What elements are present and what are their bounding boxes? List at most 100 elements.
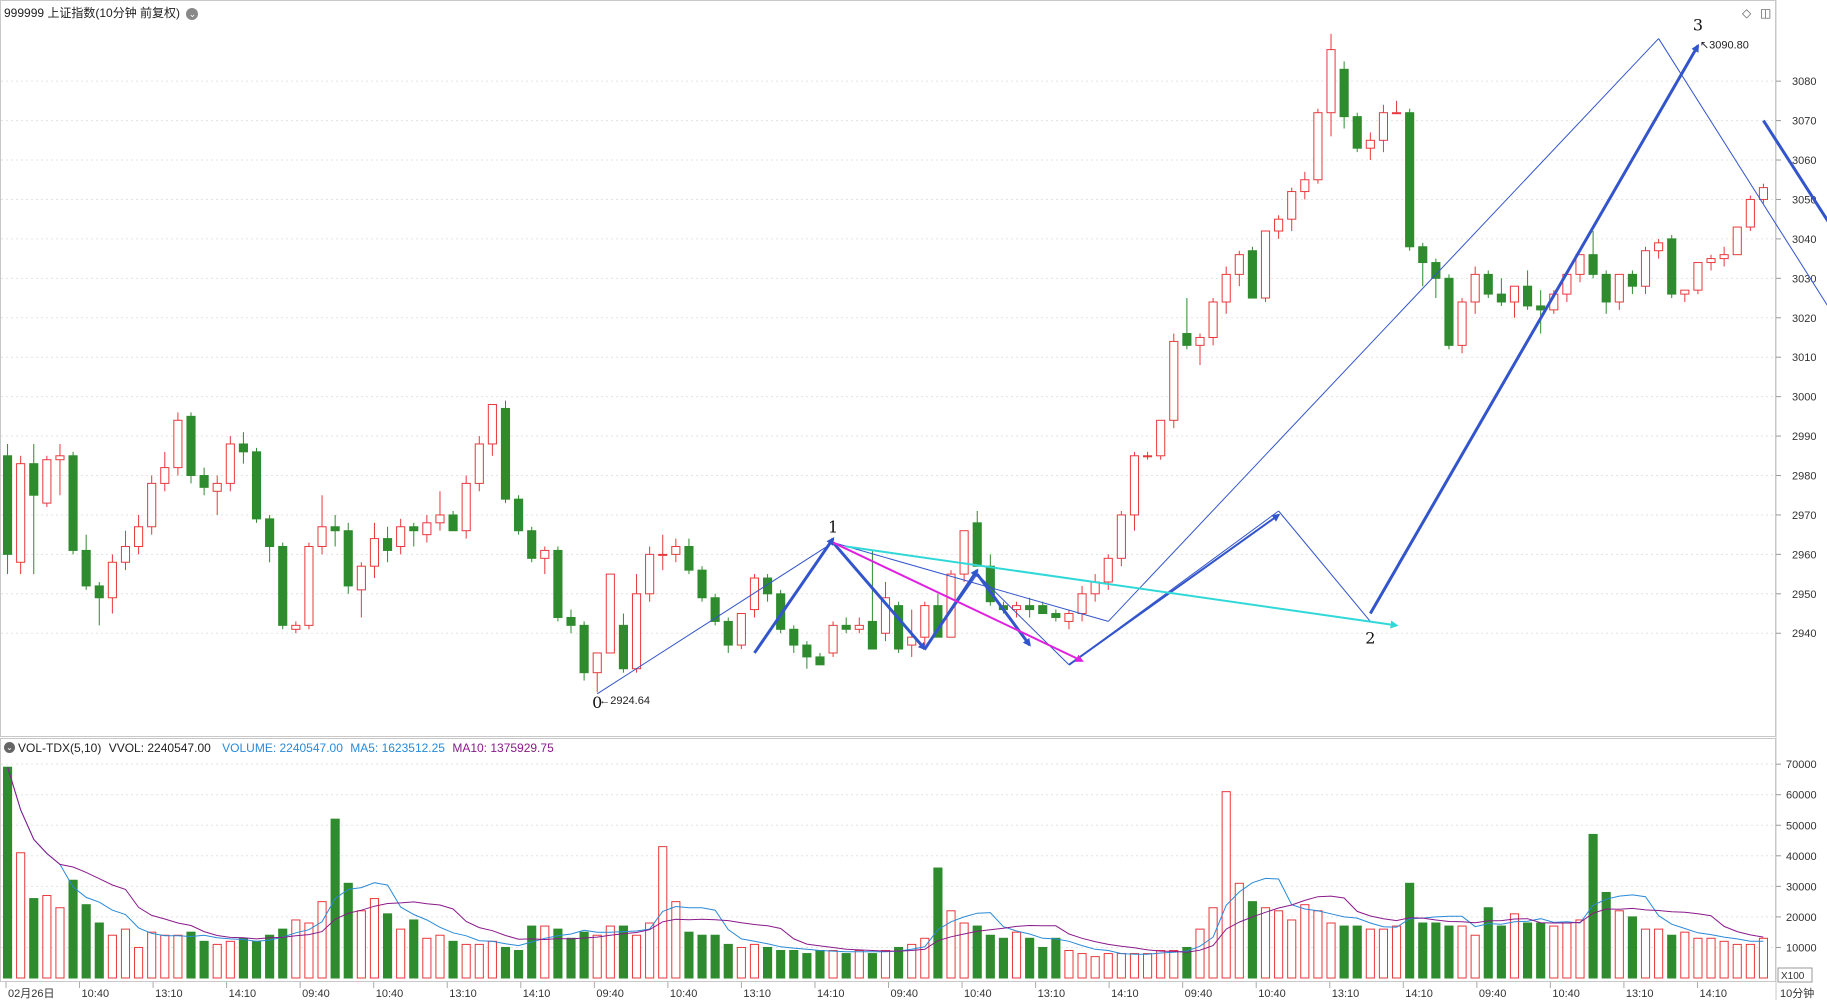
volume-bar	[1326, 922, 1336, 979]
time-axis-label: 14:10	[1405, 988, 1433, 1000]
volume-bar	[618, 925, 628, 979]
candle-body	[1431, 262, 1441, 279]
volume-bar	[356, 910, 366, 979]
volume-bar	[540, 925, 550, 979]
wave-arrow	[1369, 43, 1700, 615]
volume-bar	[265, 934, 275, 979]
scale-box	[1777, 967, 1813, 983]
volume-bar	[749, 943, 760, 979]
panel-toggle-icon[interactable]: ◫	[1760, 6, 1772, 20]
title-dropdown-icon[interactable]: ⌄	[186, 8, 199, 20]
candle-body	[815, 656, 825, 666]
candle-body	[422, 522, 432, 536]
candle-body	[1182, 333, 1192, 346]
volume-bar	[959, 922, 969, 979]
volume-bar	[894, 946, 904, 979]
candle-body	[1601, 273, 1611, 303]
volume-bar	[1247, 901, 1257, 979]
candle-body	[1339, 68, 1349, 118]
volume-bar	[907, 943, 917, 979]
volume-bar	[1706, 937, 1716, 979]
time-axis-label: 09:40	[596, 988, 624, 1000]
candle-body	[684, 545, 694, 571]
candle-body	[972, 522, 982, 567]
volume-bar	[985, 934, 995, 979]
wave-arrow	[846, 545, 1399, 629]
volume-bar	[671, 901, 681, 979]
wave-arrow	[753, 536, 835, 654]
volume-bar	[998, 937, 1008, 979]
time-axis-label: 13:10	[1038, 988, 1066, 1000]
volume-bar	[173, 934, 183, 979]
candle-body	[579, 624, 589, 674]
candle-body	[265, 518, 275, 547]
volume-bar	[422, 937, 432, 979]
candle-body	[173, 419, 183, 469]
time-axis-label: 10:40	[670, 988, 698, 1000]
period-label: 10分钟	[1780, 986, 1814, 1000]
time-axis-label: 13:10	[1626, 988, 1654, 1000]
time-axis-label: 13:10	[743, 988, 771, 1000]
volume-bar	[1208, 907, 1218, 979]
vol-vvol: VVOL: 2240547.00	[108, 741, 211, 755]
volume-bar	[1077, 953, 1087, 979]
time-axis-label: 10:40	[1552, 988, 1580, 1000]
volume-bar	[487, 940, 497, 979]
wave-trend-line	[1107, 38, 1659, 622]
candle-body	[645, 553, 655, 595]
volume-bar	[1129, 953, 1140, 979]
wave-arrow	[832, 541, 1084, 662]
candle-body	[448, 514, 458, 532]
volume-bar	[1745, 943, 1755, 979]
ma10-line	[7, 767, 1764, 953]
volume-bar	[527, 925, 537, 979]
diamond-icon[interactable]: ◇	[1742, 6, 1752, 20]
volume-bar	[946, 910, 956, 979]
candle-body	[1457, 301, 1467, 346]
candle-body	[1234, 254, 1244, 275]
candle-body	[278, 545, 288, 626]
wave-trend-line	[1658, 38, 1827, 306]
candle-body	[880, 597, 891, 634]
wave-arrow	[1068, 513, 1281, 666]
candle-body	[81, 549, 91, 587]
ma5-line	[7, 767, 1764, 955]
candle-body	[291, 624, 301, 630]
volume-bar	[42, 895, 52, 979]
candle-body	[920, 605, 930, 638]
volume-bar	[1614, 910, 1624, 979]
candle-body	[409, 526, 419, 532]
candle-body	[1391, 112, 1402, 115]
candle-body	[1287, 191, 1297, 220]
candle-body	[16, 463, 26, 563]
candle-body	[1654, 242, 1664, 252]
volume-bar	[251, 940, 262, 979]
volume-bar	[382, 913, 393, 979]
candle-body	[1143, 455, 1153, 458]
volume-bar	[461, 943, 471, 979]
candle-body	[1208, 301, 1218, 338]
volume-bar	[1732, 943, 1742, 979]
candle-body	[55, 455, 65, 461]
volume-bar	[514, 950, 524, 979]
vol-dropdown-icon[interactable]: ⌄	[4, 742, 15, 753]
volume-bar	[409, 919, 419, 979]
volume-bar	[1274, 910, 1284, 979]
volume-bar	[1287, 919, 1297, 979]
volume-bar	[592, 934, 602, 979]
volume-bar	[369, 898, 380, 979]
time-axis-label: 09:40	[1185, 988, 1213, 1000]
volume-bar	[1496, 925, 1506, 979]
wave-arrow	[923, 568, 979, 650]
candle-body	[330, 526, 340, 532]
candle-body	[94, 585, 104, 599]
volume-bar	[1352, 925, 1362, 979]
time-axis-label: 14:10	[817, 988, 845, 1000]
candle-body	[1051, 613, 1061, 618]
volume-bar	[697, 934, 707, 979]
candle-body	[1418, 246, 1428, 264]
candle-body	[1732, 226, 1742, 256]
volume-bar	[343, 882, 353, 979]
volume-bar	[854, 950, 864, 979]
